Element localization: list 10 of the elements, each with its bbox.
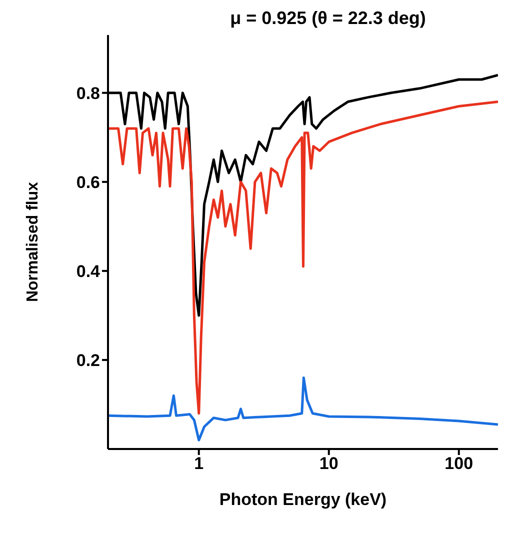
x-axis-title: Photon Energy (keV) [219, 490, 387, 509]
x-tick-label: 1 [194, 454, 204, 474]
y-axis-title: Normalised flux [24, 182, 42, 302]
chart-title: μ = 0.925 (θ = 22.3 deg) [229, 8, 427, 29]
y-tick-label: 0.2 [76, 351, 100, 370]
y-tick-label: 0.6 [76, 172, 100, 192]
x-tick-label: 100 [444, 454, 474, 474]
y-tick-label: 0.4 [76, 262, 101, 281]
x-tick-label: 10 [319, 454, 338, 474]
y-tick-label: 0.8 [76, 84, 100, 103]
